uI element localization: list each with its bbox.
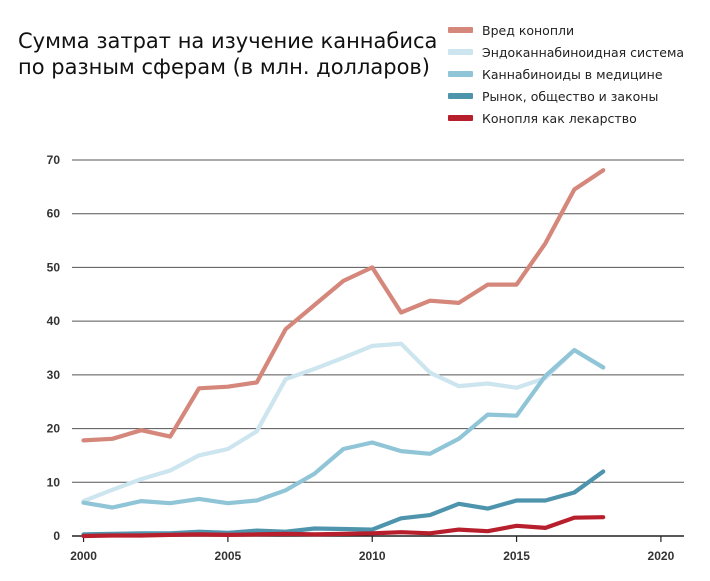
y-tick-label-70: 70 [47,153,61,167]
x-tick-label-2020: 2020 [648,549,675,563]
legend-swatch-harm [448,27,473,33]
legend-label-endocannabinoid: Эндоканнабиноидная система [482,44,685,60]
chart-title: Сумма затрат на изучение каннабиса по ра… [18,28,437,80]
y-tick-label-10: 10 [47,475,61,489]
y-tick-label-20: 20 [47,422,61,436]
x-axis: 2000 2005 2010 2015 2020 [70,536,675,563]
x-tick-label-2015: 2015 [503,549,530,563]
chart-title-line-1: Сумма затрат на изучение каннабиса [18,29,438,53]
legend-item-drug: Конопля как лекарство [448,107,684,129]
legend-label-drug: Конопля как лекарство [482,110,637,126]
x-tick-label-2005: 2005 [215,549,242,563]
y-axis: 0 10 20 30 40 50 60 70 [47,153,61,543]
y-tick-label-30: 30 [47,368,61,382]
y-tick-label-50: 50 [47,260,61,274]
legend-label-medicine: Каннабиноиды в медицине [482,66,663,82]
legend-item-harm: Вред конопли [448,19,684,41]
legend: Вред конопли Эндоканнабиноидная система … [448,19,684,129]
legend-swatch-drug [448,115,473,121]
legend-label-harm: Вред конопли [482,22,575,38]
series-lines [81,168,606,539]
y-tick-label-40: 40 [47,314,61,328]
legend-swatch-market [448,93,473,99]
x-tick-label-2000: 2000 [70,549,97,563]
legend-swatch-medicine [448,71,473,77]
chart-title-line-2: по разным сферам (в млн. долларов) [18,55,431,79]
series-line-harm [81,168,606,443]
series-line-medicine [81,348,606,510]
legend-label-market: Рынок, общество и законы [482,88,659,104]
y-tick-label-60: 60 [47,207,61,221]
legend-item-market: Рынок, общество и законы [448,85,684,107]
legend-swatch-endocannabinoid [448,49,473,55]
y-tick-label-0: 0 [53,529,60,543]
legend-item-endocannabinoid: Эндоканнабиноидная система [448,41,684,63]
series-line-drug [81,515,606,539]
legend-item-medicine: Каннабиноиды в медицине [448,63,684,85]
x-tick-label-2010: 2010 [359,549,386,563]
series-line-endocannabinoid [81,341,606,504]
